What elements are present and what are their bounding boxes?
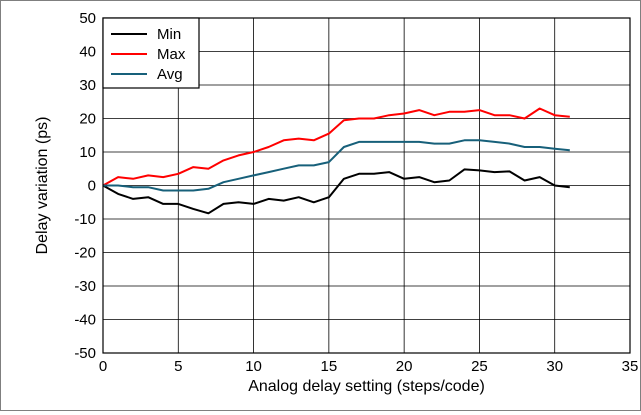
legend: Min Max Avg: [102, 17, 200, 89]
legend-label-min: Min: [157, 26, 181, 43]
y-tick-label: -30: [74, 278, 96, 295]
y-tick-label: 30: [79, 77, 96, 94]
x-tick-label: 5: [174, 358, 182, 375]
series-lines: [102, 107, 570, 215]
y-tick-label: 0: [88, 178, 96, 195]
y-tick-label: 20: [79, 111, 96, 128]
x-tick-label: 20: [396, 358, 413, 375]
y-tick-label: -10: [74, 211, 96, 228]
x-tick-label: 0: [99, 358, 107, 375]
legend-label-max: Max: [157, 46, 186, 63]
y-tick-label: -50: [74, 345, 96, 362]
y-tick-label: 50: [79, 10, 96, 27]
series-line-min: [102, 168, 570, 215]
y-tick-label: -20: [74, 245, 96, 262]
x-tick-label: 30: [546, 358, 563, 375]
x-tick-label: 15: [321, 358, 338, 375]
y-tick-label: 10: [79, 144, 96, 161]
series-line-max: [102, 107, 570, 187]
tick-labels: 0 5 10 15 20 25 30 35 -50 -40 -30 -20 -10 0 10 20 30 40 50: [74, 10, 638, 375]
legend-label-avg: Avg: [157, 66, 183, 83]
grid: [102, 17, 631, 354]
x-axis-label: Analog delay setting (steps/code): [248, 378, 485, 395]
x-tick-label: 10: [245, 358, 262, 375]
x-tick-label: 35: [622, 358, 639, 375]
x-tick-label: 25: [471, 358, 488, 375]
y-tick-label: 40: [79, 44, 96, 61]
plot-area-border: [102, 17, 631, 354]
series-line-avg: [103, 139, 570, 192]
y-axis-label: Delay variation (ps): [34, 117, 51, 255]
y-tick-label: -40: [74, 312, 96, 329]
